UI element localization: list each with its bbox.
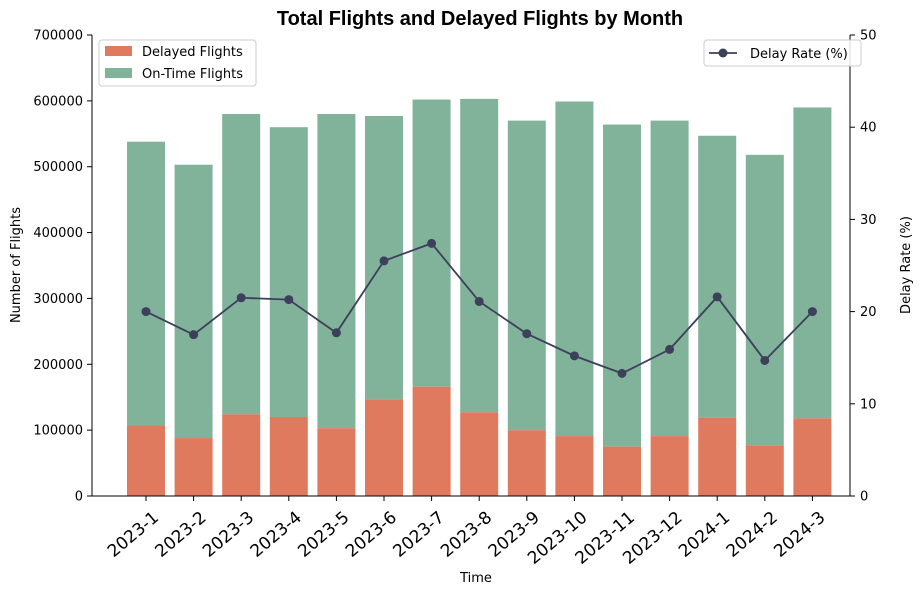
y-tick-label: 700000 — [33, 29, 83, 44]
y2-tick-label: 10 — [860, 397, 877, 412]
y-tick-label: 500000 — [33, 160, 83, 175]
bar-ontime-2023-10 — [555, 101, 594, 437]
bar-delayed-2023-3 — [222, 414, 261, 496]
x-tick-label: 2023-5 — [294, 508, 353, 562]
bar-delayed-2023-8 — [460, 412, 499, 496]
delay-rate-point-2023-2 — [189, 330, 199, 340]
y2-tick-label: 0 — [860, 490, 868, 505]
bar-delayed-2023-6 — [365, 399, 403, 496]
legend-swatch-ontime — [105, 68, 132, 78]
y-tick-label: 600000 — [33, 94, 83, 109]
delay-rate-point-2024-3 — [807, 307, 817, 317]
x-tick-label: 2023-6 — [342, 508, 401, 562]
bar-ontime-2023-12 — [650, 120, 689, 437]
bar-delayed-2023-1 — [127, 425, 165, 496]
bar-ontime-2023-1 — [127, 141, 165, 426]
delay-rate-point-2023-1 — [141, 307, 151, 317]
legend-label-delay-rate: Delay Rate (%) — [750, 47, 848, 62]
legend-label-ontime: On-Time Flights — [142, 67, 243, 82]
y-axis-label: Number of Flights — [9, 207, 24, 323]
y2-tick-label: 20 — [860, 305, 877, 320]
x-tick-label: 2023-8 — [437, 508, 496, 562]
legend-label-delayed: Delayed Flights — [142, 45, 243, 60]
x-tick-label: 2024-3 — [770, 508, 829, 562]
bar-delayed-2023-12 — [650, 436, 689, 496]
bar-ontime-2023-9 — [507, 120, 546, 431]
bar-delayed-2024-2 — [745, 445, 784, 496]
y2-axis-label: Delay Rate (%) — [899, 216, 914, 314]
bar-delayed-2023-11 — [603, 446, 641, 496]
delay-rate-point-2023-8 — [474, 296, 484, 306]
y2-tick-label: 30 — [860, 213, 877, 228]
x-tick-label: 2024-1 — [675, 508, 734, 562]
bar-ontime-2023-5 — [317, 114, 356, 429]
x-ticks: 2023-12023-22023-32023-42023-52023-62023… — [104, 496, 829, 569]
bar-delayed-2023-9 — [507, 430, 546, 496]
x-tick-label: 2023-3 — [199, 508, 258, 562]
delay-rate-point-2023-3 — [236, 293, 246, 303]
y-tick-label: 200000 — [33, 358, 83, 373]
axes — [91, 35, 851, 497]
right-y-ticks: 0 10 20 30 40 50 — [850, 29, 877, 505]
bar-delayed-2023-2 — [174, 438, 213, 496]
chart-title: Total Flights and Delayed Flights by Mon… — [277, 8, 683, 30]
bar-ontime-2023-3 — [222, 114, 261, 415]
delay-rate-point-2023-4 — [284, 295, 294, 305]
delay-rate-point-2023-12 — [665, 344, 675, 354]
legend-bars: Delayed Flights On-Time Flights — [98, 39, 257, 87]
y-tick-label: 400000 — [33, 226, 83, 241]
legend-swatch-delayed — [105, 46, 132, 56]
delay-rate-point-2023-11 — [617, 368, 627, 378]
delay-rate-point-2023-6 — [379, 256, 389, 266]
delay-rate-point-2024-1 — [712, 292, 722, 302]
y2-tick-label: 40 — [860, 121, 877, 136]
bar-ontime-2024-3 — [793, 107, 832, 419]
y-tick-label: 0 — [75, 490, 83, 505]
y-tick-label: 100000 — [33, 424, 83, 439]
x-tick-label: 2023-1 — [104, 508, 163, 562]
legend-line-marker — [718, 48, 728, 58]
bar-ontime-2023-4 — [269, 127, 308, 417]
delay-rate-point-2023-9 — [522, 329, 532, 339]
x-tick-label: 2023-7 — [390, 508, 449, 562]
bar-ontime-2023-8 — [460, 98, 499, 413]
bar-ontime-2023-11 — [603, 124, 641, 447]
legend-bars-box — [98, 39, 257, 87]
delay-rate-line-layer — [141, 238, 817, 378]
legend-line-box — [703, 39, 862, 67]
bar-delayed-2024-1 — [698, 417, 737, 496]
bar-ontime-2024-1 — [698, 135, 737, 418]
bar-delayed-2024-3 — [793, 418, 832, 496]
left-y-ticks: 0 100000 200000 300000 400000 500000 600000 700… — [33, 29, 92, 505]
bars-layer — [127, 98, 832, 496]
bar-ontime-2023-2 — [174, 164, 213, 439]
delay-rate-point-2023-7 — [427, 238, 437, 248]
bar-ontime-2024-2 — [745, 154, 784, 446]
y2-tick-label: 50 — [860, 29, 877, 44]
x-tick-label: 2023-4 — [247, 508, 306, 562]
bar-delayed-2023-4 — [269, 416, 308, 496]
delay-rate-point-2023-5 — [331, 328, 341, 338]
delay-rate-point-2024-2 — [760, 355, 770, 365]
bar-delayed-2023-5 — [317, 428, 356, 496]
x-axis-label: Time — [459, 571, 492, 586]
y-tick-label: 300000 — [33, 292, 83, 307]
x-tick-label: 2023-2 — [152, 508, 211, 562]
legend-line: Delay Rate (%) — [703, 39, 862, 67]
bar-delayed-2023-7 — [412, 386, 451, 496]
x-tick-label: 2024-2 — [723, 508, 782, 562]
delay-rate-point-2023-10 — [569, 351, 579, 361]
bar-delayed-2023-10 — [555, 436, 594, 496]
